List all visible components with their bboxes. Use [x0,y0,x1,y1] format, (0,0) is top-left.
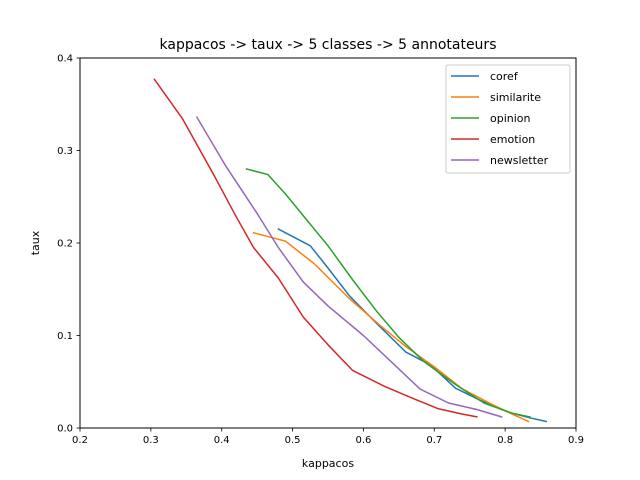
series-line-newsletter [195,116,503,418]
legend: coref similarite opinion emotion newsletter [445,64,571,174]
series-line-similarite [252,231,530,423]
y-tick-label: 0.4 [57,54,73,65]
y-axis-label: taux [29,230,42,255]
x-tick-label: 0.8 [497,435,513,446]
legend-label-coref: coref [490,70,519,83]
legend-box [445,64,571,174]
y-tick-label: 0.2 [57,239,73,250]
series-line-opinion [245,168,531,418]
x-tick-label: 0.5 [285,435,301,446]
x-tick-label: 0.7 [426,435,442,446]
legend-label-similarite: similarite [490,91,541,104]
x-tick-label: 0.2 [72,435,88,446]
y-tick-label: 0.3 [57,146,73,157]
x-tick-label: 0.4 [214,435,230,446]
legend-label-opinion: opinion [490,112,531,125]
legend-label-newsletter: newsletter [490,154,549,167]
y-tick-label: 0.0 [57,424,73,435]
y-tick-label: 0.1 [57,331,73,342]
chart-title: kappacos -> taux -> 5 classes -> 5 annot… [160,37,497,53]
plot-lines [153,78,548,423]
series-line-emotion [153,78,478,418]
x-tick-label: 0.6 [355,435,371,446]
legend-label-emotion: emotion [490,133,535,146]
x-tick-label: 0.9 [568,435,584,446]
y-axis: 0.0 0.1 0.2 0.3 0.4 [57,54,80,435]
x-tick-label: 0.3 [143,435,159,446]
x-axis-label: kappacos [302,457,354,470]
x-axis: 0.2 0.3 0.4 0.5 0.6 0.7 0.8 0.9 [72,428,584,446]
